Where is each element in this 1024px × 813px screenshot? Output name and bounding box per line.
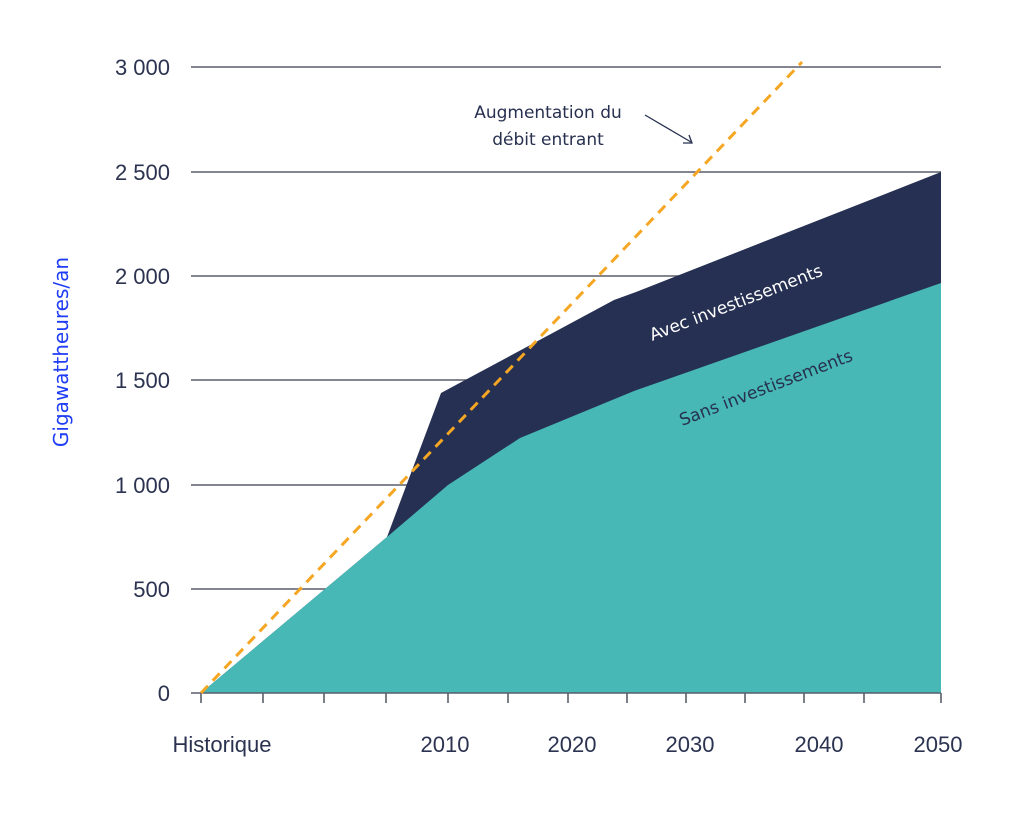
- y-tick-2000: 2 000: [115, 264, 170, 289]
- annotation-debit-entrant: Augmentation du débit entrant: [474, 103, 693, 150]
- x-label-2050: 2050: [914, 732, 963, 757]
- x-ticks: [200, 693, 942, 703]
- x-label-2010: 2010: [421, 732, 470, 757]
- y-tick-labels: 3 000 2 500 2 000 1 500 1 000 500 0: [115, 55, 170, 706]
- area-sans-investissements: [201, 283, 941, 693]
- x-label-historique: Historique: [172, 732, 271, 757]
- x-label-2020: 2020: [548, 732, 597, 757]
- annotation-arrow-line: [644, 114, 692, 143]
- arrow-head-icon: [683, 134, 693, 144]
- x-tick-labels: Historique 2010 2020 2030 2040 2050: [172, 732, 962, 757]
- y-tick-2500: 2 500: [115, 160, 170, 185]
- dashed-line-debit-entrant: [199, 60, 804, 695]
- annotation-line-1: Augmentation du: [474, 103, 622, 123]
- x-label-2030: 2030: [666, 732, 715, 757]
- y-tick-3000: 3 000: [115, 55, 170, 80]
- x-label-2040: 2040: [795, 732, 844, 757]
- annotation-line-2: débit entrant: [492, 130, 604, 150]
- y-tick-0: 0: [158, 681, 170, 706]
- y-axis-title: Gigawattheures/an: [49, 257, 73, 447]
- y-tick-1000: 1 000: [115, 473, 170, 498]
- y-tick-1500: 1 500: [115, 368, 170, 393]
- y-tick-500: 500: [133, 577, 170, 602]
